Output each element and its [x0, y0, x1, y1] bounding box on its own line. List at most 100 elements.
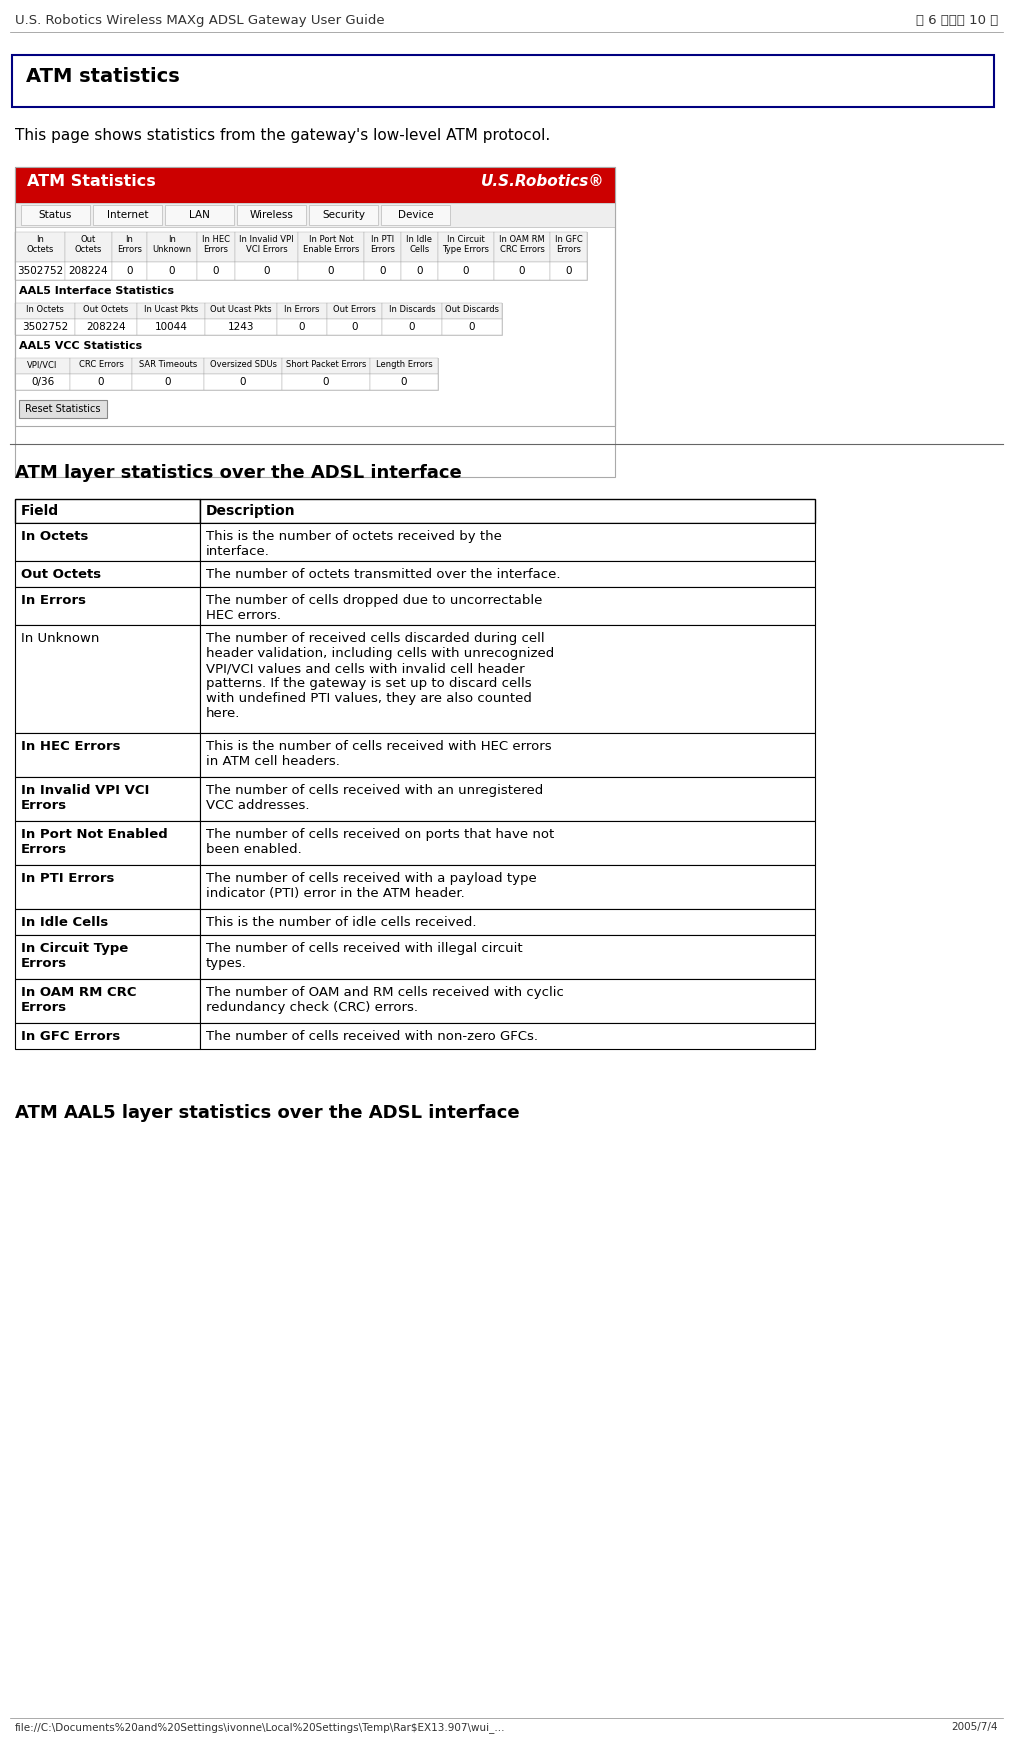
Bar — [550, 232, 587, 262]
Text: 0/36: 0/36 — [30, 378, 54, 386]
Bar — [12, 54, 994, 107]
Text: Status: Status — [38, 210, 72, 220]
Text: 0: 0 — [323, 378, 329, 386]
Bar — [15, 358, 438, 390]
Text: Device: Device — [398, 210, 434, 220]
Text: LAN: LAN — [189, 210, 210, 220]
Text: 第 6 頁，共 10 頁: 第 6 頁，共 10 頁 — [916, 14, 998, 26]
Text: In HEC Errors: In HEC Errors — [21, 739, 121, 753]
Text: In Discards: In Discards — [389, 304, 436, 315]
Text: 0: 0 — [565, 266, 571, 276]
Bar — [75, 302, 137, 318]
Text: The number of cells received with illegal circuit
types.: The number of cells received with illega… — [206, 942, 523, 970]
Text: Wireless: Wireless — [249, 210, 294, 220]
Text: Out Errors: Out Errors — [333, 304, 376, 315]
Bar — [401, 262, 438, 280]
Text: Out Discards: Out Discards — [445, 304, 499, 315]
Text: In Unknown: In Unknown — [21, 633, 99, 645]
Bar — [204, 374, 282, 390]
Bar — [147, 232, 197, 262]
Bar — [165, 205, 234, 225]
Bar — [132, 374, 204, 390]
Text: 0: 0 — [463, 266, 469, 276]
Bar — [15, 318, 75, 336]
Bar — [200, 626, 815, 732]
Bar — [15, 374, 70, 390]
Bar — [15, 935, 200, 979]
Text: file://C:\Documents%20and%20Settings\ivonne\Local%20Settings\Temp\Rar$EX13.907\w: file://C:\Documents%20and%20Settings\ivo… — [15, 1722, 505, 1732]
Bar — [382, 318, 442, 336]
Bar — [70, 358, 132, 374]
Bar — [200, 587, 815, 626]
Text: 3502752: 3502752 — [22, 322, 68, 332]
Bar — [200, 561, 815, 587]
Bar — [15, 262, 65, 280]
Text: In Invalid VPI VCI
Errors: In Invalid VPI VCI Errors — [21, 785, 149, 813]
Bar — [235, 262, 298, 280]
Text: In Circuit
Type Errors: In Circuit Type Errors — [443, 234, 489, 255]
Bar — [15, 561, 200, 587]
Text: In OAM RM
CRC Errors: In OAM RM CRC Errors — [499, 234, 545, 255]
Text: In HEC
Errors: In HEC Errors — [202, 234, 230, 255]
Text: In Octets: In Octets — [21, 530, 88, 544]
Bar — [137, 302, 205, 318]
Text: The number of cells received on ports that have not
been enabled.: The number of cells received on ports th… — [206, 829, 554, 857]
Text: 208224: 208224 — [86, 322, 126, 332]
Bar — [15, 822, 200, 865]
Text: Out
Octets: Out Octets — [75, 234, 102, 255]
Bar — [327, 318, 382, 336]
Bar — [494, 262, 550, 280]
Bar — [75, 318, 137, 336]
Text: 0: 0 — [416, 266, 422, 276]
Text: 0: 0 — [240, 378, 246, 386]
Text: In GFC
Errors: In GFC Errors — [555, 234, 582, 255]
Text: In Port Not Enabled
Errors: In Port Not Enabled Errors — [21, 829, 168, 857]
Text: 0: 0 — [169, 266, 175, 276]
Text: Field: Field — [21, 503, 59, 517]
Text: 2005/7/4: 2005/7/4 — [951, 1722, 998, 1732]
Text: AAL5 VCC Statistics: AAL5 VCC Statistics — [19, 341, 142, 351]
Bar — [327, 302, 382, 318]
Bar — [70, 374, 132, 390]
Bar — [200, 732, 815, 778]
Bar — [15, 302, 502, 336]
Bar — [21, 205, 90, 225]
Bar — [200, 822, 815, 865]
Text: In Idle Cells: In Idle Cells — [21, 916, 108, 928]
Text: 0: 0 — [165, 378, 171, 386]
Bar — [93, 205, 162, 225]
Text: In
Octets: In Octets — [26, 234, 54, 255]
Text: In Port Not
Enable Errors: In Port Not Enable Errors — [303, 234, 360, 255]
Text: Reset Statistics: Reset Statistics — [25, 404, 100, 414]
Bar — [15, 979, 200, 1023]
Bar — [282, 358, 370, 374]
Text: 10044: 10044 — [155, 322, 187, 332]
Text: 0: 0 — [328, 266, 334, 276]
Text: In PTI
Errors: In PTI Errors — [370, 234, 395, 255]
Bar — [147, 262, 197, 280]
Bar — [15, 1023, 200, 1049]
Bar — [15, 168, 615, 427]
Text: U.S. Robotics Wireless MAXg ADSL Gateway User Guide: U.S. Robotics Wireless MAXg ADSL Gateway… — [15, 14, 385, 26]
Text: 0: 0 — [263, 266, 269, 276]
Bar — [112, 262, 147, 280]
Text: 0: 0 — [352, 322, 358, 332]
Text: 208224: 208224 — [69, 266, 108, 276]
Text: 0: 0 — [299, 322, 305, 332]
Text: This is the number of cells received with HEC errors
in ATM cell headers.: This is the number of cells received wit… — [206, 739, 552, 767]
Text: 0: 0 — [519, 266, 526, 276]
Bar — [15, 523, 200, 561]
Bar — [197, 232, 235, 262]
Text: The number of cells received with an unregistered
VCC addresses.: The number of cells received with an unr… — [206, 785, 543, 813]
Bar — [205, 318, 277, 336]
Bar — [277, 302, 327, 318]
Text: This page shows statistics from the gateway's low-level ATM protocol.: This page shows statistics from the gate… — [15, 128, 550, 143]
Bar — [15, 232, 65, 262]
Bar — [15, 498, 200, 523]
Text: 0: 0 — [127, 266, 133, 276]
Bar — [65, 262, 112, 280]
Bar — [442, 302, 502, 318]
Text: 0: 0 — [401, 378, 407, 386]
Text: AAL5 Interface Statistics: AAL5 Interface Statistics — [19, 287, 174, 295]
Text: The number of OAM and RM cells received with cyclic
redundancy check (CRC) error: The number of OAM and RM cells received … — [206, 986, 564, 1014]
